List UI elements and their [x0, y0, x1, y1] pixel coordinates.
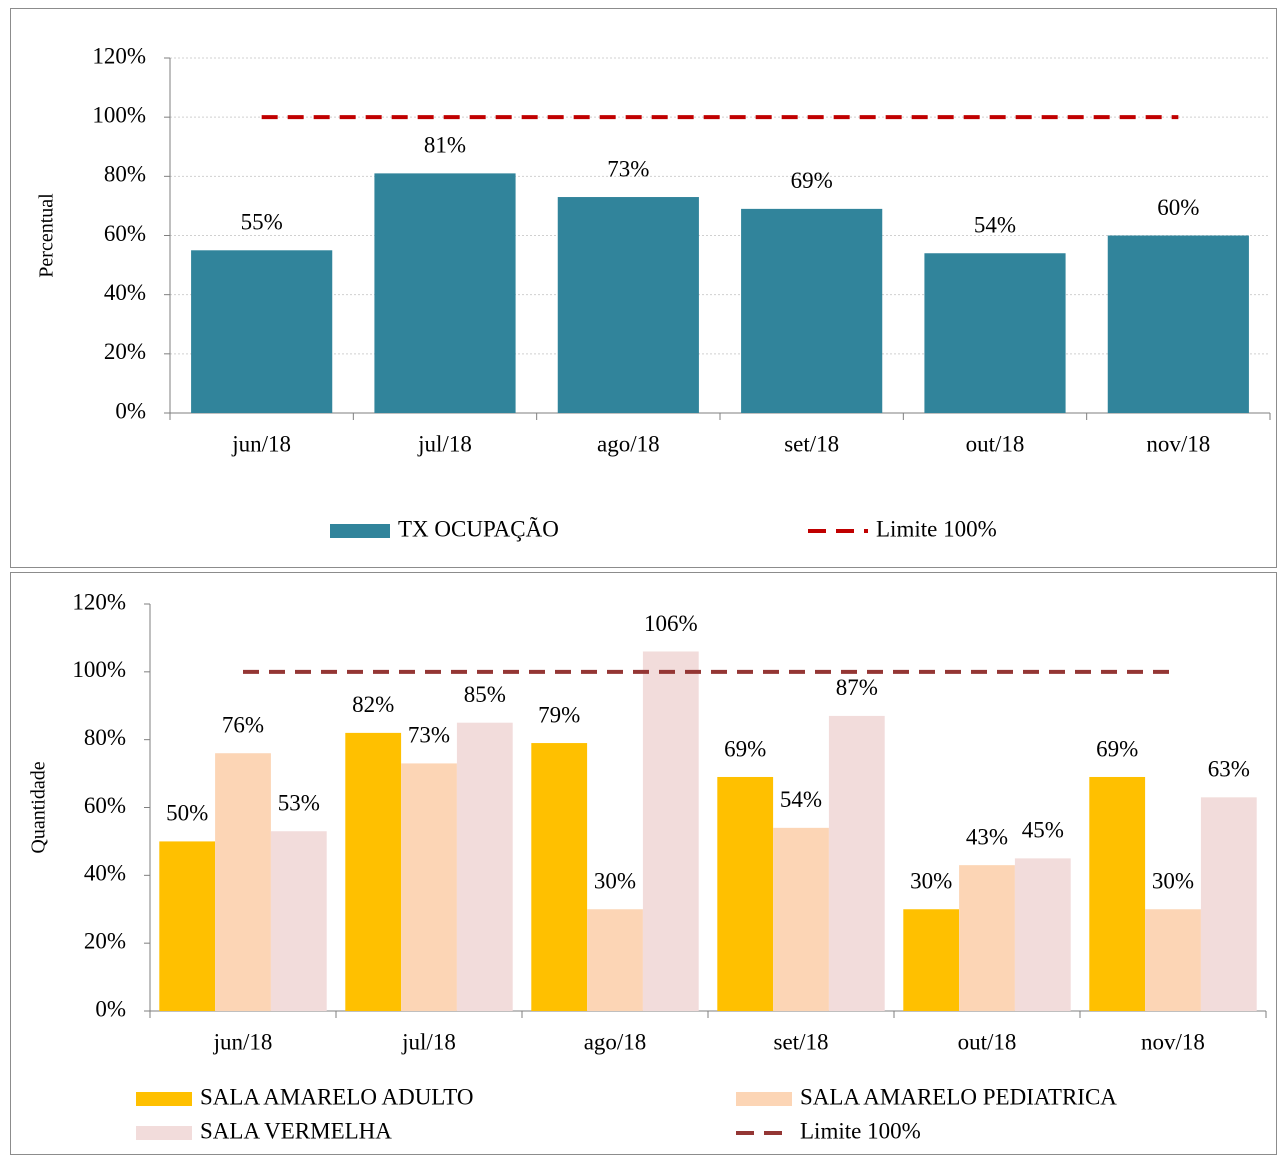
bar	[717, 776, 774, 1011]
data-label: 81%	[424, 133, 466, 158]
bar	[1200, 797, 1257, 1011]
bar	[1089, 776, 1146, 1011]
y-tick-label: 100%	[92, 102, 146, 127]
x-tick-label: ago/18	[597, 431, 660, 456]
x-tick-label: nov/18	[1141, 1029, 1205, 1054]
bar	[741, 208, 883, 413]
bar	[456, 722, 513, 1011]
data-label: 53%	[278, 791, 320, 816]
data-label: 30%	[594, 869, 636, 894]
data-label: 73%	[408, 723, 450, 748]
y-tick-label: 20%	[84, 928, 126, 953]
legend-label: Limite 100%	[800, 1118, 921, 1143]
bar	[828, 715, 885, 1011]
x-tick-label: out/18	[958, 1029, 1017, 1054]
x-tick-label: ago/18	[584, 1029, 647, 1054]
bar	[587, 909, 643, 1011]
y-axis-title: Percentual	[36, 193, 58, 278]
bar	[959, 865, 1015, 1011]
data-label: 69%	[1096, 736, 1138, 761]
y-tick-label: 120%	[72, 589, 126, 614]
y-tick-label: 60%	[84, 793, 126, 818]
bar	[531, 743, 588, 1011]
bar	[270, 831, 327, 1011]
data-label: 30%	[910, 869, 952, 894]
y-tick-label: 80%	[104, 162, 146, 187]
legend-swatch	[330, 524, 390, 538]
bar	[215, 753, 271, 1011]
bar	[924, 253, 1066, 413]
data-label: 50%	[166, 801, 208, 826]
legend-label: SALA AMARELO ADULTO	[200, 1084, 473, 1109]
y-tick-label: 40%	[104, 280, 146, 305]
data-label: 54%	[974, 213, 1016, 238]
data-label: 69%	[791, 168, 833, 193]
data-label: 87%	[836, 675, 878, 700]
x-tick-label: set/18	[784, 431, 839, 456]
y-tick-label: 80%	[84, 725, 126, 750]
x-tick-label: jul/18	[401, 1029, 456, 1054]
x-tick-label: nov/18	[1146, 431, 1210, 456]
data-label: 73%	[607, 156, 649, 181]
bar	[1014, 858, 1071, 1011]
bar	[159, 841, 216, 1011]
bar	[1107, 235, 1249, 413]
data-label: 63%	[1208, 757, 1250, 782]
data-label: 85%	[464, 682, 506, 707]
legend-label: SALA VERMELHA	[200, 1118, 392, 1143]
legend-label: Limite 100%	[876, 516, 997, 541]
legend-label: TX OCUPAÇÃO	[398, 516, 559, 541]
bar	[642, 651, 699, 1011]
legend-swatch	[136, 1092, 192, 1106]
y-tick-label: 120%	[92, 43, 146, 68]
y-tick-label: 100%	[72, 657, 126, 682]
x-tick-label: jul/18	[417, 431, 472, 456]
x-tick-label: set/18	[774, 1029, 829, 1054]
bar	[903, 909, 960, 1011]
data-label: 54%	[780, 787, 822, 812]
y-tick-label: 60%	[104, 221, 146, 246]
y-tick-label: 0%	[115, 398, 146, 423]
legend-swatch	[736, 1092, 792, 1106]
bar	[345, 732, 402, 1011]
x-tick-label: out/18	[966, 431, 1025, 456]
data-label: 45%	[1022, 818, 1064, 843]
x-tick-label: jun/18	[231, 431, 291, 456]
x-tick-label: jun/18	[213, 1029, 273, 1054]
y-tick-label: 20%	[104, 339, 146, 364]
data-label: 43%	[966, 824, 1008, 849]
data-label: 69%	[724, 736, 766, 761]
legend-swatch	[136, 1126, 192, 1140]
legend-label: SALA AMARELO PEDIATRICA	[800, 1084, 1117, 1109]
bar	[773, 827, 829, 1011]
bar	[1145, 909, 1201, 1011]
data-label: 60%	[1157, 195, 1199, 220]
y-axis-title: Quantidade	[28, 761, 50, 853]
data-label: 55%	[241, 210, 283, 235]
bar	[374, 173, 516, 413]
bar	[557, 197, 699, 413]
data-label: 106%	[644, 611, 698, 636]
data-label: 82%	[352, 692, 394, 717]
bar	[191, 250, 333, 413]
data-label: 76%	[222, 713, 264, 738]
data-label: 79%	[538, 702, 580, 727]
y-tick-label: 40%	[84, 861, 126, 886]
y-tick-label: 0%	[95, 996, 126, 1021]
data-label: 30%	[1152, 869, 1194, 894]
bar	[401, 763, 457, 1011]
